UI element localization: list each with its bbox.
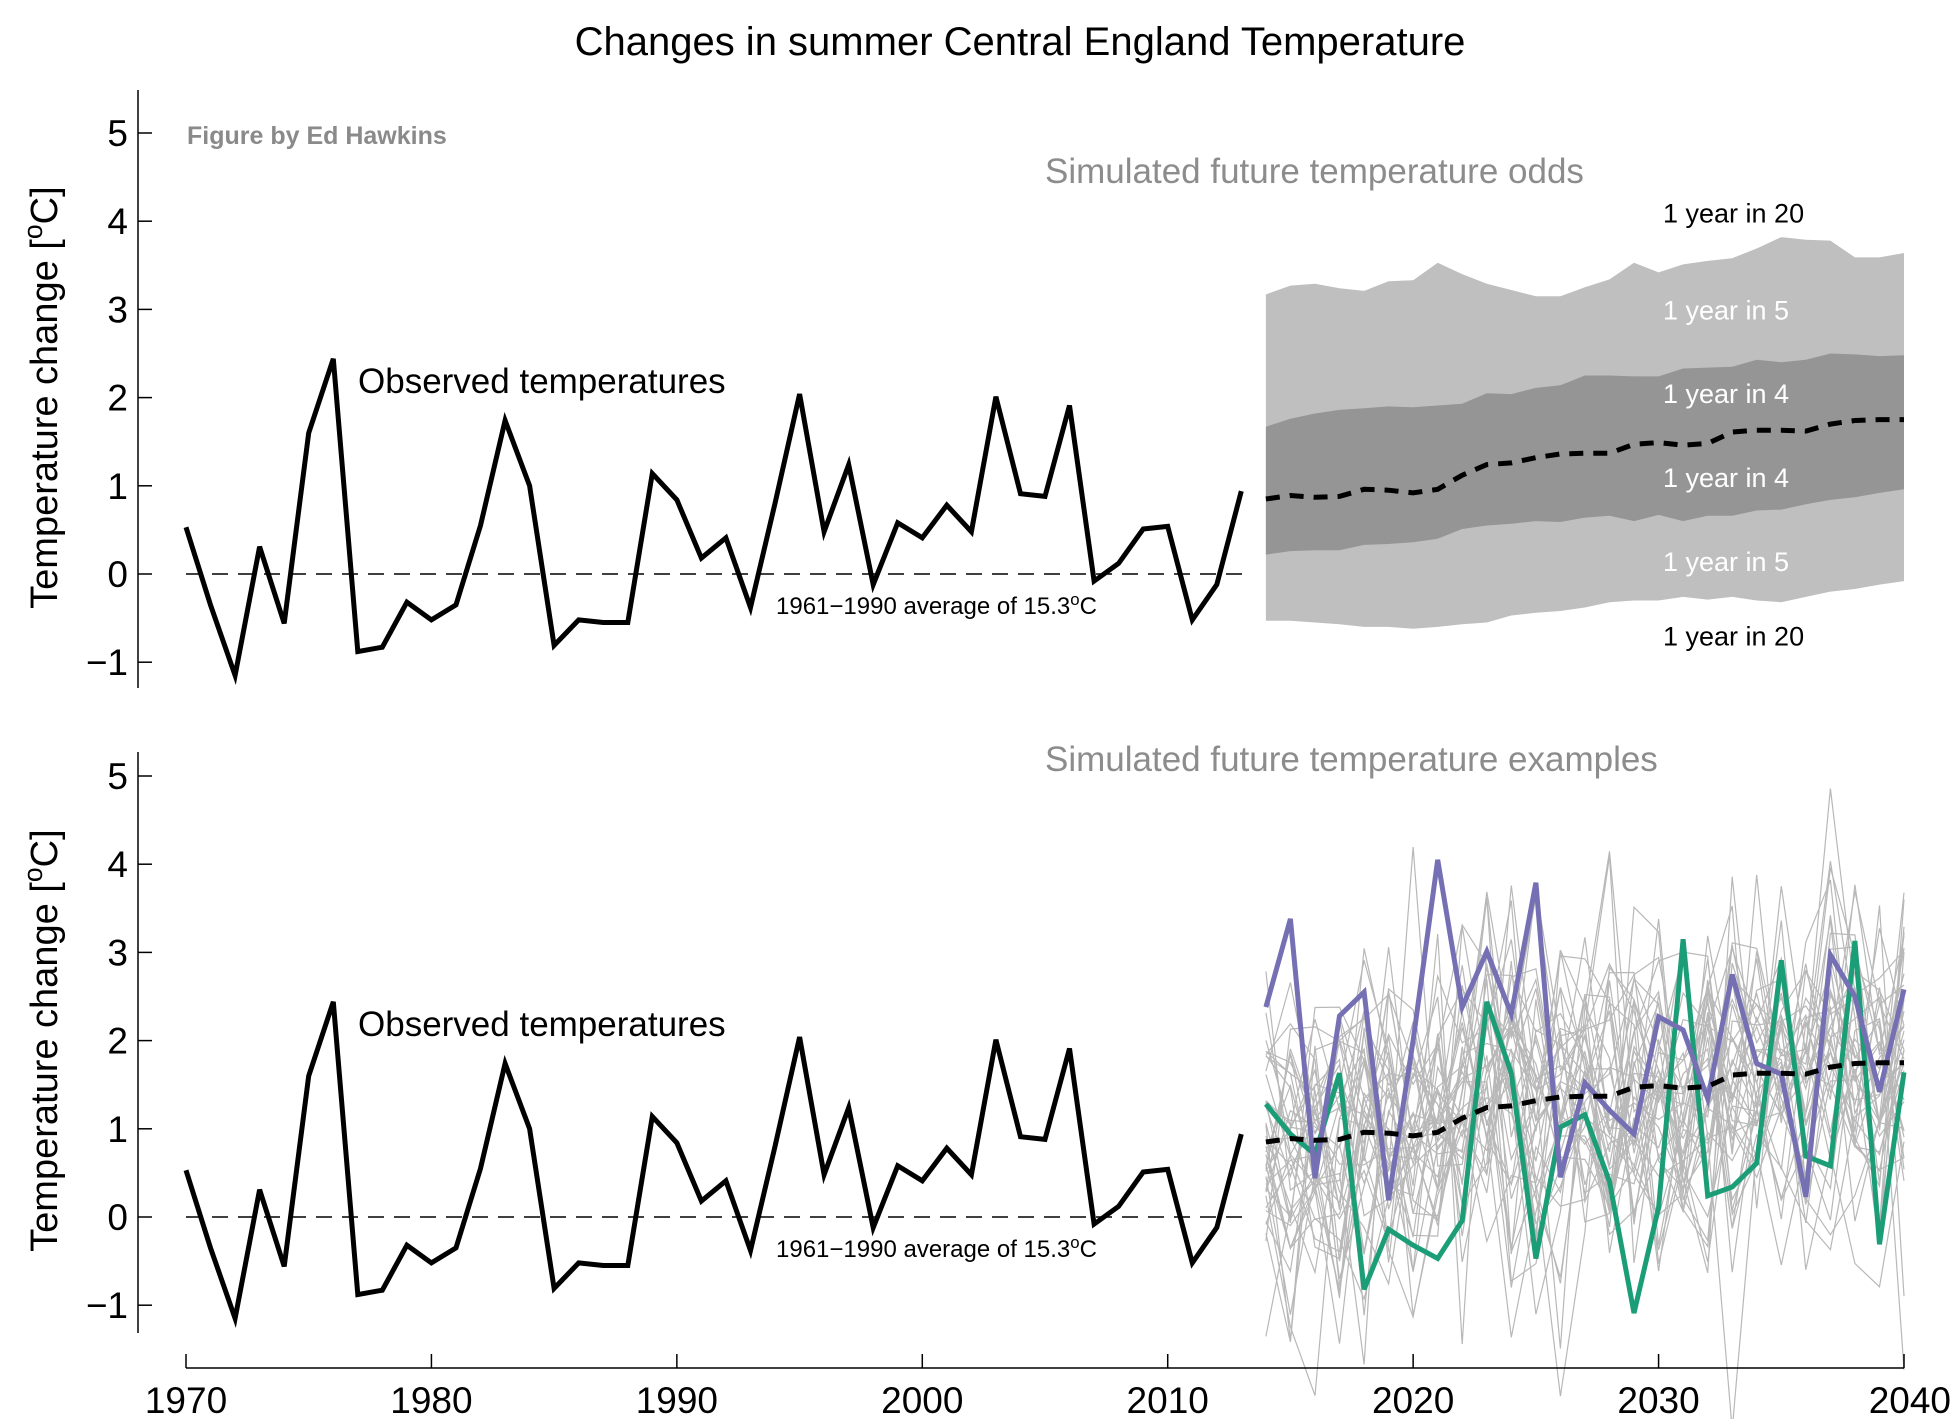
top-simulated-title: Simulated future temperature odds: [1045, 152, 1584, 191]
x-axis: 1970 1980 1990 2000 2010 2020 2030 2040: [145, 1354, 1951, 1419]
x-tick-label: 2030: [1617, 1380, 1699, 1419]
top-baseline-text: 1961−1990 average of 15.3oC: [776, 590, 1097, 621]
observed-line: [183, 358, 1244, 686]
top-axes: −1 0 1 2 3 4 5: [86, 90, 1243, 688]
odds-label: 1 year in 4: [1663, 379, 1789, 409]
top-y-tick-label: 0: [107, 554, 128, 595]
bottom-y-axis-label: Temperature change [oC]: [18, 829, 66, 1251]
x-tick-label: 1990: [636, 1380, 718, 1419]
odds-label: 1 year in 4: [1663, 463, 1789, 493]
probability-bands: [1265, 237, 1904, 629]
bot-y-tick-label: 3: [107, 932, 128, 973]
x-tick-label: 2000: [881, 1380, 963, 1419]
ensemble-member-line: [1265, 855, 1905, 1343]
top-y-tick-label: 2: [107, 378, 128, 419]
x-tick-label: 2010: [1127, 1380, 1209, 1419]
top-y-tick-label: 4: [107, 201, 128, 242]
x-tick-label: 1980: [390, 1380, 472, 1419]
odds-label: 1 year in 5: [1663, 547, 1789, 577]
chart-title: Changes in summer Central England Temper…: [575, 20, 1466, 64]
bot-y-label: Temperature change [oC]: [18, 829, 66, 1251]
x-tick-label: 2020: [1372, 1380, 1454, 1419]
bot-baseline-text: 1961−1990 average of 15.3oC: [776, 1233, 1097, 1264]
x-tick-label: 1970: [145, 1380, 227, 1419]
ensemble-members: [1265, 788, 1905, 1419]
ensemble-member-line: [1265, 888, 1905, 1217]
top-y-tick-label: 3: [107, 289, 128, 330]
bot-y-tick-label: −1: [86, 1285, 128, 1326]
observed-line: [183, 1001, 1244, 1329]
odds-label: 1 year in 20: [1663, 622, 1804, 652]
bot-y-tick-label: 1: [107, 1109, 128, 1150]
ensemble-member-line: [1265, 918, 1905, 1219]
top-y-tick-label: 1: [107, 466, 128, 507]
bottom-observed-label: Observed temperatures: [358, 1005, 726, 1044]
bottom-simulated-title: Simulated future temperature examples: [1045, 740, 1658, 779]
odds-label: 1 year in 5: [1663, 295, 1789, 325]
top-observed-label: Observed temperatures: [358, 362, 726, 401]
top-y-tick-label: −1: [86, 642, 128, 683]
bottom-baseline-label: 1961−1990 average of 15.3oC: [776, 1233, 1097, 1264]
bot-y-tick-label: 2: [107, 1021, 128, 1062]
bot-y-tick-label: 5: [107, 756, 128, 797]
top-series: [183, 358, 1904, 686]
band-20-80: [1265, 353, 1904, 555]
example-green-line: [1263, 938, 1907, 1314]
top-baseline-label: 1961−1990 average of 15.3oC: [776, 590, 1097, 621]
bottom-axes: −1 0 1 2 3 4 5: [86, 752, 1243, 1333]
bottom-panel: −1 0 1 2 3 4 5 Simulated future temperature ex…: [18, 740, 1951, 1419]
odds-label: 1 year in 20: [1663, 198, 1804, 228]
projection-median-line: [1265, 417, 1904, 502]
bot-y-tick-label: 0: [107, 1197, 128, 1238]
odds-labels: 1 year in 20 1 year in 5 1 year in 4 1 year…: [1663, 198, 1804, 651]
example-purple-line: [1263, 859, 1907, 1201]
top-y-axis-label: Temperature change [oC]: [18, 186, 66, 608]
ensemble-member-line: [1265, 891, 1905, 1289]
projection-median-line: [1265, 1060, 1904, 1145]
bottom-series: [183, 859, 1907, 1329]
top-panel: −1 0 1 2 3 4 5 Simulated future temperature od…: [18, 90, 1904, 688]
x-tick-label: 2040: [1869, 1380, 1951, 1419]
bot-y-tick-label: 4: [107, 844, 128, 885]
top-y-label: Temperature change [oC]: [18, 186, 66, 608]
top-y-tick-label: 5: [107, 113, 128, 154]
figure-credit: Figure by Ed Hawkins: [187, 122, 447, 150]
ensemble-member-line: [1265, 946, 1905, 1320]
